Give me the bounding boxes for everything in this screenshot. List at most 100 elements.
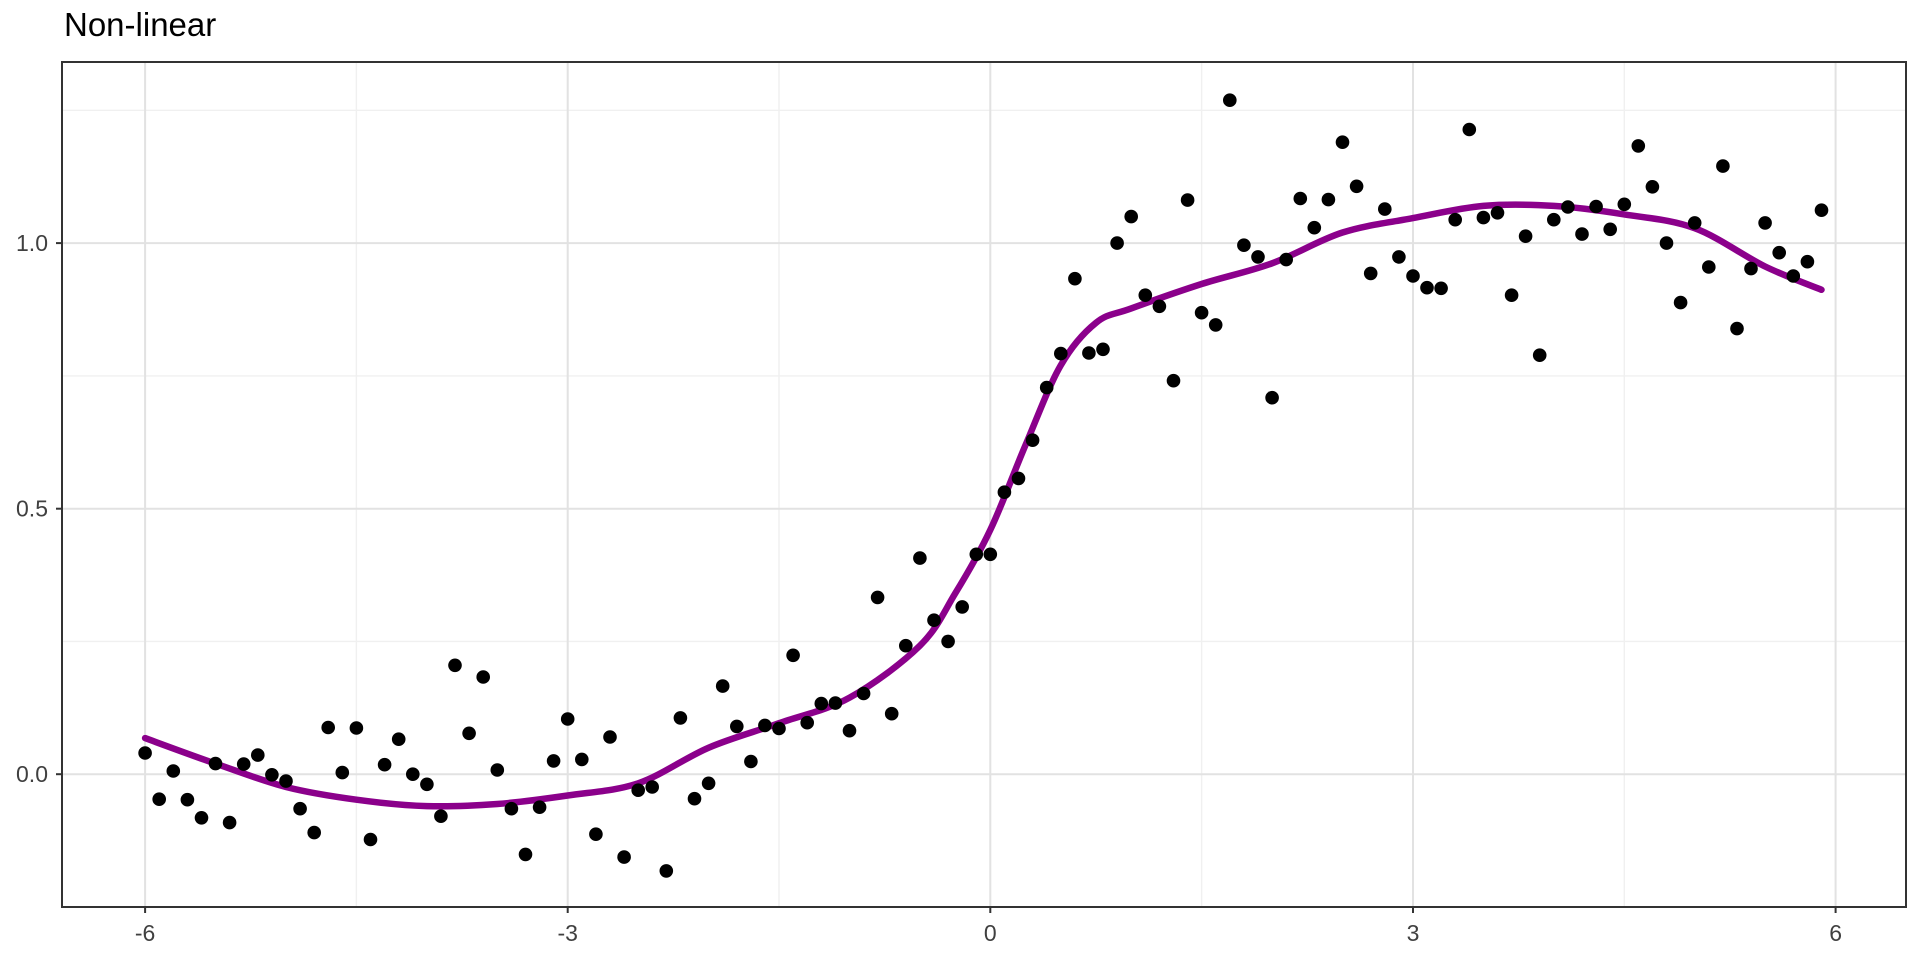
data-point — [420, 777, 434, 792]
data-point — [884, 706, 899, 721]
data-point — [1138, 288, 1153, 303]
data-point — [236, 757, 251, 771]
data-point — [1434, 281, 1448, 296]
chart-title: Non-linear — [64, 6, 217, 43]
data-point — [1321, 192, 1336, 207]
data-point — [1575, 227, 1589, 241]
data-point — [1392, 250, 1406, 264]
data-point — [1054, 346, 1068, 361]
data-point — [1293, 191, 1308, 206]
y-tick-label: 0.5 — [16, 496, 48, 522]
x-axis-ticks — [144, 907, 1837, 913]
x-tick-label: -6 — [135, 920, 155, 946]
data-point — [730, 719, 744, 734]
data-point — [1758, 216, 1772, 230]
data-point — [1265, 390, 1279, 405]
data-point — [575, 752, 589, 767]
data-point — [1223, 93, 1237, 107]
data-point — [1335, 135, 1350, 149]
data-point — [1687, 216, 1702, 230]
data-point — [208, 756, 223, 771]
data-point — [1124, 209, 1138, 224]
data-point — [349, 721, 364, 735]
data-point — [476, 670, 491, 684]
x-tick-label: 3 — [1407, 920, 1420, 946]
data-point — [1378, 202, 1392, 216]
data-point — [1363, 266, 1378, 281]
data-point — [997, 485, 1012, 500]
data-point — [744, 754, 758, 769]
data-point — [842, 723, 857, 738]
data-point — [899, 638, 913, 653]
y-tick-label: 1.0 — [16, 230, 48, 256]
x-tick-label: -3 — [557, 920, 577, 946]
data-point — [166, 764, 181, 778]
data-point — [1603, 222, 1617, 237]
data-point — [434, 809, 448, 823]
data-point — [631, 783, 645, 797]
data-point — [701, 776, 716, 791]
data-point — [138, 746, 152, 760]
data-point — [1814, 203, 1829, 217]
data-point — [617, 850, 631, 864]
data-point — [927, 613, 941, 627]
data-point — [1561, 200, 1575, 214]
data-point — [828, 696, 843, 710]
data-point — [1420, 280, 1434, 295]
data-point — [250, 748, 265, 762]
data-point — [856, 686, 871, 701]
data-point — [532, 800, 547, 814]
data-point — [603, 730, 617, 744]
data-point — [870, 590, 885, 605]
data-point — [448, 658, 462, 673]
data-point — [673, 711, 688, 725]
data-point — [194, 811, 209, 825]
data-point — [1772, 245, 1786, 260]
data-point — [1476, 210, 1491, 225]
x-axis-labels: -6 -3 0 3 6 — [135, 920, 1842, 946]
data-point — [152, 792, 166, 806]
data-point — [983, 547, 998, 562]
data-point — [1251, 250, 1265, 264]
data-point — [363, 832, 378, 847]
data-point — [1068, 271, 1082, 286]
data-point — [1082, 346, 1096, 360]
y-axis-ticks — [56, 242, 62, 776]
data-point — [293, 801, 307, 816]
data-point — [1279, 252, 1293, 267]
data-point — [1673, 295, 1688, 310]
data-point — [1349, 179, 1364, 194]
data-point — [589, 827, 603, 841]
data-point — [490, 763, 505, 777]
data-point — [391, 732, 406, 746]
data-point — [1208, 318, 1223, 332]
data-point — [462, 726, 476, 741]
data-point — [1166, 373, 1181, 388]
data-point — [814, 696, 829, 711]
data-point — [1490, 206, 1505, 220]
data-point — [1518, 229, 1533, 243]
data-point — [1096, 342, 1110, 357]
data-point — [180, 792, 195, 807]
data-point — [1025, 433, 1040, 448]
data-point — [1800, 254, 1815, 269]
data-point — [1716, 159, 1730, 173]
data-point — [1702, 260, 1716, 274]
data-point — [1617, 197, 1632, 212]
data-point — [1744, 261, 1758, 276]
data-point — [307, 825, 322, 840]
data-point — [645, 780, 659, 794]
data-point — [321, 720, 336, 735]
data-point — [1180, 193, 1195, 207]
data-point — [377, 757, 392, 772]
data-point — [518, 847, 533, 862]
data-point — [1448, 212, 1462, 227]
grid-major — [62, 62, 1906, 907]
data-point — [560, 712, 575, 726]
x-tick-label: 6 — [1829, 920, 1842, 946]
data-point — [715, 679, 730, 693]
data-point — [758, 718, 772, 733]
data-point — [913, 551, 927, 565]
